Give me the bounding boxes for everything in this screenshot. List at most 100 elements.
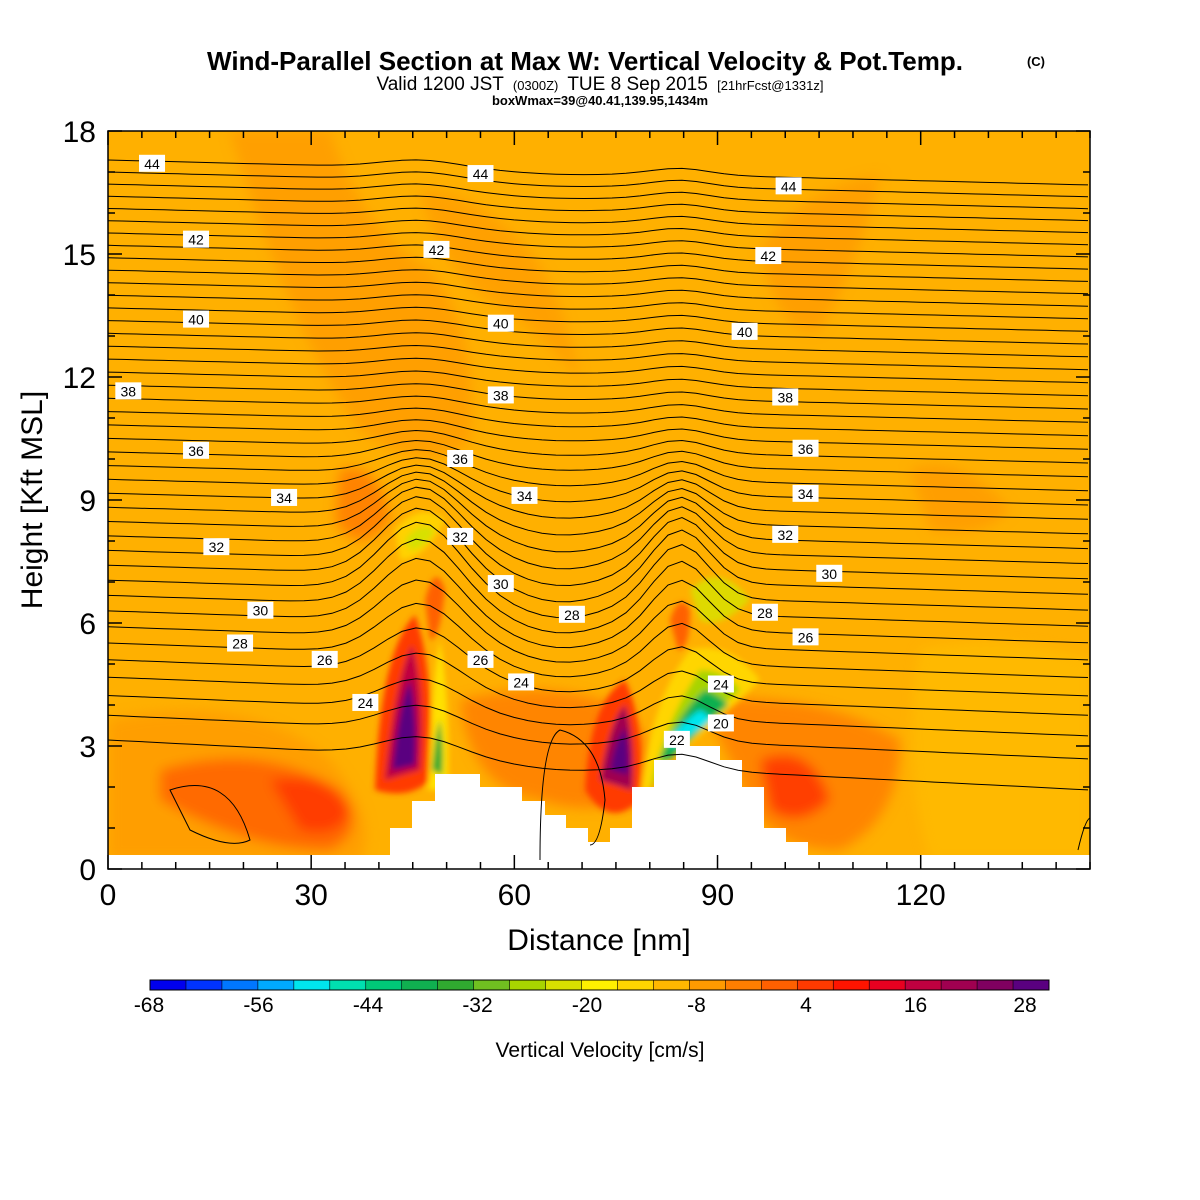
colorbar-swatch [581, 980, 618, 990]
theta-contour-line [539, 729, 606, 861]
theta-contour-line [108, 429, 1089, 464]
theta-label: 44 [144, 156, 160, 172]
colorbar-swatch [617, 980, 654, 990]
theta-label: 26 [473, 652, 489, 668]
shade-patch [610, 728, 629, 775]
colorbar-swatch [150, 980, 187, 990]
y-tick-label: 0 [79, 854, 96, 887]
theta-contour-line [108, 183, 1089, 210]
theta-label: 30 [493, 576, 509, 592]
colorbar [149, 979, 1050, 991]
theta-label: 42 [188, 232, 204, 248]
x-tick-labels: 0 30 60 90 120 [100, 879, 946, 912]
theta-contour-line [108, 294, 1089, 320]
theta-label: 24 [513, 674, 529, 690]
shade-patch [432, 720, 443, 775]
theta-label-box [487, 575, 514, 593]
shade-patch [690, 577, 750, 623]
theta-label: 40 [493, 316, 509, 332]
theta-contour-line [108, 602, 1089, 678]
chart-title: Wind-Parallel Section at Max W: Vertical… [207, 46, 963, 76]
x-tick-label: 90 [701, 879, 734, 912]
theta-label-box [772, 525, 799, 543]
theta-label-box [467, 650, 494, 668]
colorbar-swatch [545, 980, 583, 990]
theta-contour-line [108, 627, 1089, 697]
theta-contour-line [108, 281, 1089, 307]
theta-contour-line [108, 219, 1089, 246]
theta-label: 22 [669, 732, 685, 748]
theta-label: 34 [276, 490, 292, 506]
shade-patch [335, 468, 390, 540]
theta-label: 32 [209, 539, 225, 555]
theta-label: 32 [452, 529, 468, 545]
theta-label: 36 [188, 443, 204, 459]
shade-patch [405, 526, 435, 550]
x-axis-label: Distance [nm] [507, 924, 690, 957]
theta-contour-line [108, 538, 1089, 634]
theta-label-box [792, 484, 819, 502]
theta-contour-line [108, 306, 1089, 332]
valid-prefix: Valid 1200 JST [376, 74, 504, 95]
colorbar-label: Vertical Velocity [cm/s] [496, 1039, 705, 1062]
theta-contour-line [108, 419, 1089, 450]
colorbar-swatch [725, 980, 762, 990]
theta-contour-line [108, 383, 1089, 410]
theta-contour-line [108, 344, 1089, 371]
theta-contours [108, 159, 1090, 861]
theta-label-box [447, 450, 474, 467]
y-axis-label: Height [Kft MSL] [16, 391, 49, 609]
theta-label-box [816, 564, 843, 582]
theta-contour-line [108, 471, 1089, 536]
theta-label-box [183, 310, 210, 328]
theta-label-box [558, 605, 585, 623]
colorbar-swatch [833, 980, 870, 990]
colorbar-swatch [1013, 980, 1050, 990]
y-tick-label: 6 [79, 608, 96, 641]
theta-contour-line [108, 357, 1089, 384]
colorbar-swatch [653, 980, 690, 990]
theta-label: 30 [253, 603, 269, 619]
theta-label-box [352, 693, 379, 711]
colorbar-swatch [941, 980, 978, 990]
y-tick-label: 18 [63, 116, 96, 149]
colorbar-tick-label: 16 [904, 994, 927, 1017]
colorbar-swatch [257, 980, 295, 990]
theta-label-box [508, 673, 535, 691]
colorbar-swatch [185, 980, 223, 990]
theta-contour-line [108, 507, 1089, 603]
colorbar-swatch [401, 980, 439, 990]
theta-label: 24 [358, 695, 374, 711]
theta-label-box [467, 165, 494, 183]
shade-patch [760, 175, 880, 331]
theta-label-box [423, 240, 450, 258]
colorbar-swatch [221, 980, 259, 990]
theta-contour-line [108, 579, 1089, 663]
valid-time-line: Valid 1200 JST (0300Z) TUE 8 Sep 2015 [2… [376, 74, 823, 95]
theta-label: 30 [821, 566, 837, 582]
theta-label: 34 [517, 488, 533, 504]
theta-label: 32 [777, 527, 793, 543]
theta-contour-line [108, 478, 1089, 553]
y-tick-label: 12 [63, 362, 96, 395]
theta-label-box [227, 634, 254, 652]
theta-label: 42 [761, 248, 777, 264]
theta-contour-line [108, 370, 1089, 397]
valid-date: TUE 8 Sep 2015 [567, 74, 707, 95]
theta-contour-line [1077, 817, 1090, 851]
shade-patch [392, 680, 416, 770]
theta-label-box [183, 230, 210, 248]
theta-label: 44 [473, 166, 489, 182]
colorbar-swatch [977, 980, 1014, 990]
theta-contour-line [108, 244, 1089, 270]
shade-patch [912, 642, 1090, 860]
theta-label-box [487, 386, 514, 404]
theta-contour-line [108, 319, 1089, 345]
theta-contour-line [108, 395, 1089, 423]
y-tick-label: 3 [79, 731, 96, 764]
theta-label: 26 [798, 629, 814, 645]
theta-contour-line [108, 449, 1089, 492]
colorbar-tick-label: 4 [800, 994, 812, 1017]
theta-label: 20 [713, 715, 729, 731]
theta-label-box [115, 382, 142, 400]
